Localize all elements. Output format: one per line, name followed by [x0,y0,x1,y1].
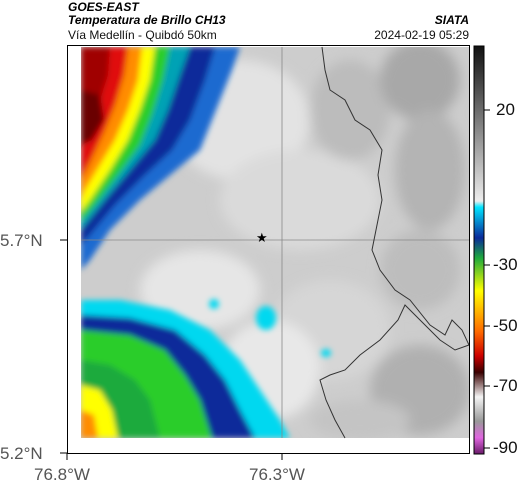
colorbar-tick-minus50: -50 [493,316,518,335]
colorbar-tick-20: 20 [496,100,515,119]
colorbar-tick-minus30: -30 [493,255,518,274]
datetime-label: 2024-02-19 05:29 [374,28,469,42]
brightness-temperature-field [81,47,469,438]
border-line-south [319,304,470,439]
colorbar [473,45,485,455]
lon-label-76.8: 76.8°W [34,465,90,484]
satellite-title: GOES-EAST [68,0,139,14]
lon-label-76.3: 76.3°W [249,465,305,484]
border-line-east [321,46,470,346]
region-subtitle: Vía Medellín - Quibdó 50km [68,28,217,42]
colorbar-tick-minus70: -70 [493,376,518,395]
product-title: Temperatura de Brillo CH13 [68,13,226,27]
lat-label-5.2: 5.2°N [0,444,43,463]
map-frame [67,45,470,454]
source-label: SIATA [434,13,469,27]
station-star-icon: ★ [256,231,268,246]
lat-label-5.7: 5.7°N [0,231,43,250]
colorbar-tick-minus90: -90 [493,438,518,457]
